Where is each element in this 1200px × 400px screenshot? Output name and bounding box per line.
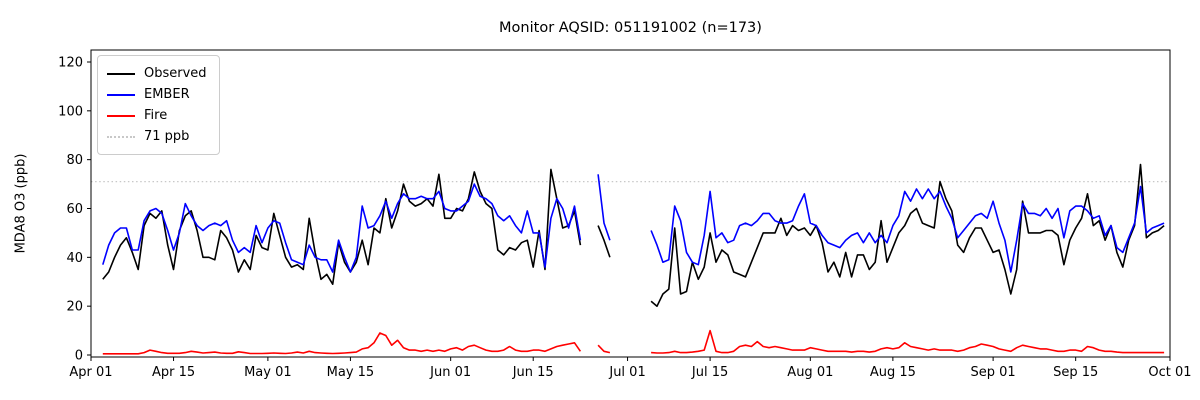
chart-title: Monitor AQSID: 051191002 (n=173) <box>499 20 762 36</box>
y-tick-label: 80 <box>66 153 83 168</box>
fire-line-swatch <box>107 114 135 117</box>
x-tick-label: Jul 15 <box>691 365 728 380</box>
ember-line-swatch <box>107 93 135 96</box>
x-tick-label: Aug 15 <box>870 365 916 380</box>
series-line-ember <box>102 183 582 273</box>
legend-label-threshold: 71 ppb <box>144 129 190 144</box>
series-line-observed <box>597 225 611 258</box>
series-line-fire <box>651 329 1165 354</box>
x-tick-label: May 01 <box>244 365 292 380</box>
series-line-fire <box>597 344 611 354</box>
x-tick-label: Apr 01 <box>69 365 112 380</box>
series-line-observed <box>650 163 1165 308</box>
y-tick-label: 120 <box>58 55 83 70</box>
y-tick-label: 40 <box>66 251 83 266</box>
axes-border <box>90 49 1171 358</box>
series-line-fire <box>102 332 582 355</box>
x-tick-label: Jul 01 <box>608 365 645 380</box>
series-line-ember <box>597 174 611 241</box>
y-tick-label: 100 <box>58 104 83 119</box>
x-tick-label: Sep 15 <box>1053 365 1098 380</box>
legend-item-ember: EMBER <box>107 84 207 105</box>
threshold-line-swatch <box>107 135 135 138</box>
series-line-observed <box>102 168 582 286</box>
y-tick-label: 20 <box>66 300 83 315</box>
x-tick-label: Jun 15 <box>512 365 554 380</box>
x-tick-label: Aug 01 <box>787 365 833 380</box>
legend-label-observed: Observed <box>144 66 207 81</box>
legend-item-observed: Observed <box>107 63 207 84</box>
legend-item-threshold: 71 ppb <box>107 126 207 147</box>
observed-line-swatch <box>107 72 135 75</box>
legend: Observed EMBER Fire 71 ppb <box>97 55 220 155</box>
series-line-ember <box>650 185 1165 273</box>
legend-label-fire: Fire <box>144 108 168 123</box>
y-tick-label: 60 <box>66 202 83 217</box>
y-tick-label: 0 <box>75 349 83 364</box>
x-tick-label: May 15 <box>327 365 375 380</box>
x-tick-label: Jun 01 <box>429 365 471 380</box>
x-tick-label: Sep 01 <box>971 365 1016 380</box>
legend-item-fire: Fire <box>107 105 207 126</box>
x-tick-label: Oct 01 <box>1148 365 1191 380</box>
x-tick-label: Apr 15 <box>152 365 195 380</box>
legend-label-ember: EMBER <box>144 87 190 102</box>
